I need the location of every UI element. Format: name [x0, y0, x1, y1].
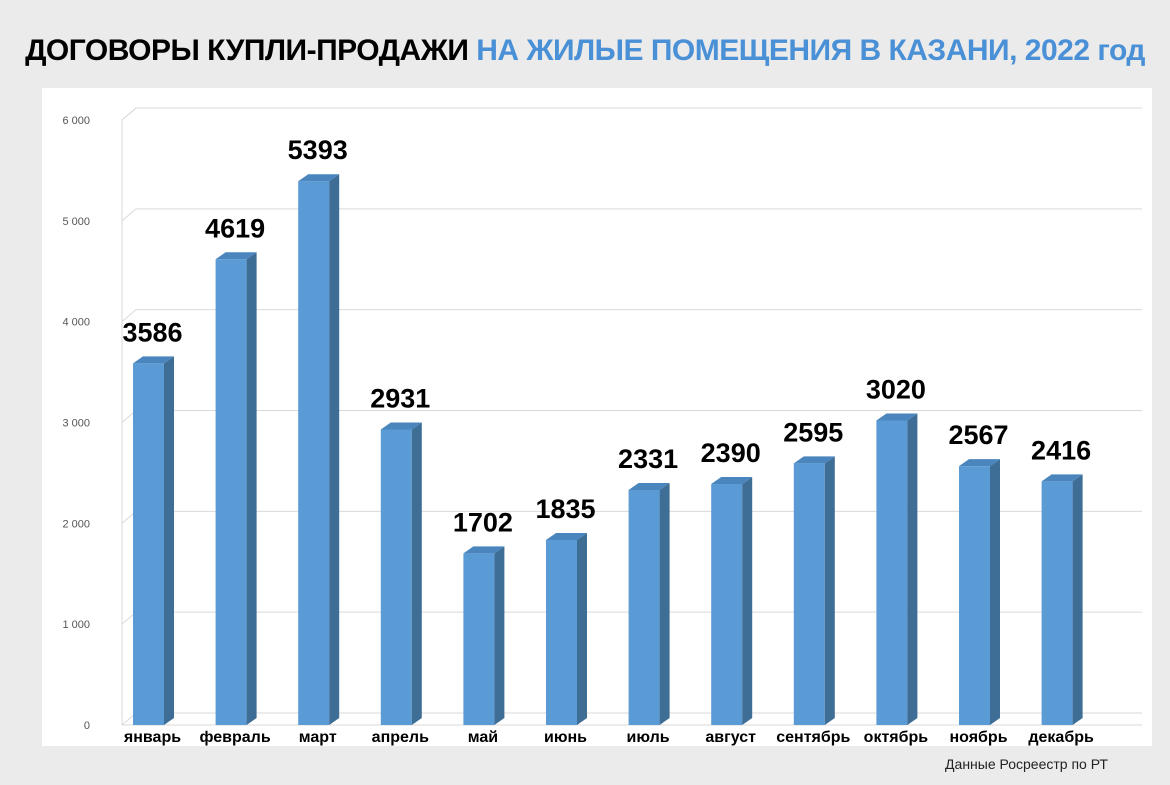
- gridline: [121, 309, 1142, 323]
- chart-panel: 0 1 000 2 000 3 000 4 000 5 000 6 000 3586 январ…: [42, 88, 1152, 746]
- title-main: ДОГОВОРЫ КУПЛИ-ПРОДАЖИ: [25, 34, 469, 67]
- category-label: июнь: [544, 729, 587, 746]
- bar-side: [329, 174, 340, 726]
- y-tick-label: 3 000: [62, 418, 90, 430]
- bar: [959, 466, 990, 725]
- bar-top: [959, 459, 1000, 467]
- bar-side: [742, 477, 753, 725]
- category-label: октябрь: [864, 729, 929, 746]
- bar-chart: 0 1 000 2 000 3 000 4 000 5 000 6 000 3586 январ…: [62, 107, 1142, 746]
- bar-side: [990, 459, 1000, 725]
- bar-top: [215, 252, 257, 260]
- bar-side: [494, 546, 505, 725]
- y-tick-label: 5 000: [62, 216, 90, 228]
- bar: [711, 484, 743, 725]
- bar: [215, 259, 247, 725]
- gridline: [121, 208, 1142, 222]
- y-tick-label: 0: [84, 720, 90, 732]
- data-label: 1702: [453, 507, 513, 537]
- bar-side: [1072, 474, 1083, 725]
- bar-top: [1041, 474, 1083, 482]
- bar: [628, 489, 660, 725]
- bar-side: [164, 356, 174, 725]
- y-tick-label: 1 000: [62, 619, 90, 631]
- gridline: [121, 107, 1142, 121]
- chart-title: ДОГОВОРЫ КУПЛИ-ПРОДАЖИ НА ЖИЛЫЕ ПОМЕЩЕНИ…: [0, 34, 1170, 68]
- data-label: 3586: [122, 317, 182, 347]
- data-label: 2331: [618, 444, 678, 474]
- bar-top: [793, 456, 835, 464]
- category-label: апрель: [372, 729, 429, 746]
- bar: [1041, 481, 1073, 725]
- bar-side: [824, 456, 835, 725]
- data-label: 3020: [866, 374, 926, 404]
- bar-top: [711, 477, 753, 485]
- bar-side: [246, 252, 257, 725]
- bar-top: [298, 174, 340, 182]
- category-label: август: [705, 729, 756, 746]
- category-label: ноябрь: [949, 729, 1007, 746]
- category-label: декабрь: [1028, 729, 1094, 746]
- bar-side: [907, 413, 918, 725]
- bar: [876, 420, 908, 725]
- bar: [298, 181, 330, 726]
- bar: [793, 463, 825, 725]
- y-tick-label: 2 000: [62, 518, 90, 530]
- data-label: 1835: [535, 494, 595, 524]
- bar-top: [628, 482, 670, 490]
- category-label: январь: [123, 729, 181, 746]
- bar-top: [133, 356, 174, 364]
- bar-side: [411, 422, 422, 725]
- data-label: 2931: [370, 383, 430, 413]
- bar-side: [577, 532, 587, 725]
- data-label: 2390: [701, 438, 761, 468]
- bar: [133, 363, 164, 725]
- data-label: 5393: [288, 135, 348, 165]
- category-label: май: [468, 729, 498, 746]
- bar-top: [876, 413, 918, 421]
- y-tick-label: 4 000: [62, 317, 90, 329]
- bar-top: [380, 422, 422, 430]
- category-label: февраль: [199, 729, 270, 746]
- bar-side: [659, 482, 670, 725]
- bar: [546, 539, 577, 725]
- category-label: июль: [627, 729, 670, 746]
- category-label: март: [299, 729, 337, 746]
- data-label: 4619: [205, 213, 265, 243]
- title-accent: НА ЖИЛЫЕ ПОМЕЩЕНИЯ В КАЗАНИ, 2022 год: [476, 34, 1145, 67]
- bar-top: [546, 532, 587, 540]
- bar: [463, 553, 495, 725]
- data-label: 2416: [1031, 435, 1091, 465]
- bar: [380, 429, 412, 725]
- category-label: сентябрь: [776, 729, 850, 746]
- data-label: 2567: [948, 420, 1008, 450]
- y-tick-label: 6 000: [62, 115, 90, 127]
- data-label: 2595: [783, 417, 843, 447]
- source-note: Данные Росреестр по РТ: [945, 756, 1108, 772]
- bar-top: [463, 546, 505, 554]
